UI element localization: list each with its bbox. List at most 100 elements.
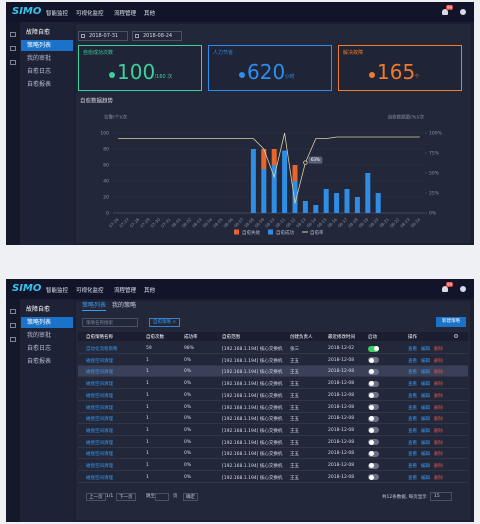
toggle[interactable] <box>368 380 379 387</box>
toggle[interactable] <box>368 345 379 352</box>
nav-item[interactable]: 其他 <box>144 11 156 17</box>
operation-link[interactable]: 删除 <box>434 428 443 434</box>
sidebar-item[interactable]: 自愈日志 <box>27 68 52 75</box>
toggle[interactable] <box>368 427 379 434</box>
operation-link[interactable]: 删除 <box>434 405 443 411</box>
operation-link[interactable]: 查看 <box>408 347 417 352</box>
operation-link[interactable]: 编辑 <box>421 475 430 481</box>
operation-link[interactable]: 查看 <box>408 358 417 364</box>
operation-link[interactable]: 删除 <box>434 358 443 364</box>
filter-tag[interactable]: 自愈策略 × <box>149 318 181 327</box>
toggle[interactable] <box>368 357 379 364</box>
strategy-name[interactable]: 磁盘空间清理 <box>86 405 113 411</box>
page-size-select[interactable]: 15 <box>430 492 452 501</box>
operation-link[interactable]: 编辑 <box>421 405 430 411</box>
toggle[interactable] <box>368 450 379 457</box>
operation-link[interactable]: 编辑 <box>421 452 430 458</box>
operation-link[interactable]: 删除 <box>434 393 443 399</box>
strategy-name[interactable]: 磁盘空间清理 <box>86 475 113 481</box>
jump-input[interactable] <box>155 493 169 501</box>
toggle[interactable] <box>368 439 379 446</box>
operation-link[interactable]: 编辑 <box>421 464 430 469</box>
toggle[interactable] <box>368 462 379 469</box>
operation-link[interactable]: 编辑 <box>421 393 430 399</box>
operation-link[interactable]: 编辑 <box>421 370 430 376</box>
strip-icon[interactable] <box>10 337 16 342</box>
toggle[interactable] <box>368 474 379 481</box>
operation-link[interactable]: 编辑 <box>421 347 430 352</box>
toggle[interactable] <box>368 392 379 399</box>
sidebar-item[interactable]: 自愈报表 <box>27 358 52 365</box>
bell-icon[interactable] <box>442 286 448 292</box>
tab[interactable]: 策略列表 <box>82 302 107 311</box>
user-icon[interactable] <box>460 286 466 292</box>
operation-link[interactable]: 查看 <box>408 428 417 434</box>
sidebar-item[interactable]: 自愈报表 <box>27 81 52 88</box>
strip-icon[interactable] <box>10 309 16 314</box>
operation-link[interactable]: 编辑 <box>421 382 430 388</box>
operation-link[interactable]: 查看 <box>408 382 417 388</box>
operation-link[interactable]: 删除 <box>434 475 443 481</box>
operation-link[interactable]: 删除 <box>434 464 443 469</box>
settings-icon[interactable] <box>454 334 458 338</box>
new-button[interactable]: 新建策略 <box>436 317 466 327</box>
strip-icon[interactable] <box>10 323 16 328</box>
tab[interactable]: 我的策略 <box>112 302 137 309</box>
pagination-prev[interactable]: 上一页 <box>86 493 106 501</box>
sidebar-item[interactable]: 策略列表 <box>21 317 73 328</box>
strip-icon[interactable] <box>10 46 16 51</box>
operation-link[interactable]: 删除 <box>434 347 443 352</box>
calendar-icon <box>81 34 85 38</box>
nav-item[interactable]: 可视化监控 <box>76 11 104 17</box>
bell-icon[interactable] <box>442 9 448 15</box>
strategy-name[interactable]: 磁盘空间清理 <box>86 382 113 388</box>
date-input[interactable]: 2018-08-24 <box>132 31 182 41</box>
operation-link[interactable]: 查看 <box>408 393 417 399</box>
search-input[interactable]: 策略名称搜索 <box>82 318 138 327</box>
strategy-name[interactable]: 磁盘空间清理 <box>86 370 113 376</box>
operation-link[interactable]: 删除 <box>434 452 443 458</box>
strip-icon[interactable] <box>10 60 16 65</box>
strategy-name[interactable]: 磁盘空间清理 <box>86 464 113 469</box>
date-input[interactable]: 2018-07-31 <box>78 31 128 41</box>
user-icon[interactable] <box>460 9 466 15</box>
strategy-name[interactable]: 磁盘空间清理 <box>86 428 113 434</box>
nav-item[interactable]: 智能监控 <box>46 11 69 17</box>
operation-link[interactable]: 编辑 <box>421 358 430 364</box>
operation-link[interactable]: 查看 <box>408 475 417 481</box>
strategy-name[interactable]: 磁盘空间清理 <box>86 417 113 423</box>
operation-link[interactable]: 删除 <box>434 370 443 376</box>
nav-item[interactable]: 流程管理 <box>114 288 137 294</box>
operation-link[interactable]: 编辑 <box>421 417 430 423</box>
operation-link[interactable]: 删除 <box>434 382 443 388</box>
operation-link[interactable]: 查看 <box>408 370 417 376</box>
operation-link[interactable]: 查看 <box>408 417 417 423</box>
strip-icon[interactable] <box>10 32 16 37</box>
strategy-name[interactable]: 磁盘空间清理 <box>86 440 113 446</box>
sidebar-item[interactable]: 我的审批 <box>27 55 52 62</box>
nav-item[interactable]: 其他 <box>144 288 156 294</box>
operation-link[interactable]: 查看 <box>408 405 417 411</box>
operation-link[interactable]: 删除 <box>434 417 443 423</box>
strategy-name[interactable]: 磁盘空间清理 <box>86 393 113 399</box>
nav-item[interactable]: 智能监控 <box>46 288 69 294</box>
toggle[interactable] <box>368 368 379 375</box>
operation-link[interactable]: 编辑 <box>421 440 430 446</box>
nav-item[interactable]: 流程管理 <box>114 11 137 17</box>
strategy-name[interactable]: 磁盘空间清理 <box>86 358 113 364</box>
operation-link[interactable]: 删除 <box>434 440 443 446</box>
operation-link[interactable]: 查看 <box>408 452 417 458</box>
sidebar-item[interactable]: 自愈日志 <box>27 345 52 352</box>
operation-link[interactable]: 编辑 <box>421 428 430 434</box>
date-text: 2018-07-31 <box>89 33 119 39</box>
pagination-next[interactable]: 下一页 <box>116 493 136 501</box>
toggle[interactable] <box>368 415 379 422</box>
toggle[interactable] <box>368 404 379 410</box>
nav-item[interactable]: 可视化监控 <box>76 288 104 294</box>
operation-link[interactable]: 查看 <box>408 440 417 446</box>
strategy-name[interactable]: 磁盘空间清理 <box>86 452 113 458</box>
operation-link[interactable]: 查看 <box>408 464 417 469</box>
sidebar-item[interactable]: 我的审批 <box>27 332 52 339</box>
strategy-name[interactable]: 自动化流程策略 <box>86 347 118 352</box>
sidebar-item[interactable]: 策略列表 <box>21 40 73 51</box>
